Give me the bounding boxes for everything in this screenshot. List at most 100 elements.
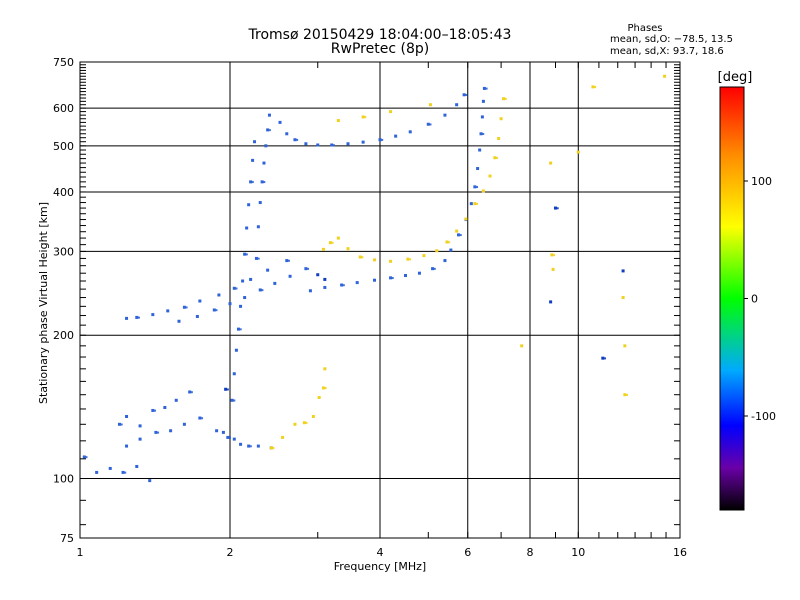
data-point <box>551 267 555 271</box>
x-tick-label: 2 <box>227 546 234 559</box>
data-point <box>243 296 247 300</box>
data-point <box>232 437 236 441</box>
colorbar-label: [deg] <box>718 70 753 85</box>
data-point <box>323 285 327 289</box>
data-point <box>232 372 236 376</box>
data-point <box>245 253 248 256</box>
data-point <box>195 314 199 318</box>
data-point <box>82 455 86 459</box>
data-point <box>324 387 327 390</box>
data-point <box>182 305 186 309</box>
data-point <box>464 217 468 221</box>
data-point <box>263 181 266 184</box>
y-tick-label: 75 <box>60 532 74 545</box>
data-point <box>604 357 607 360</box>
data-point <box>260 180 264 184</box>
data-point <box>358 255 362 259</box>
data-point <box>137 316 140 319</box>
data-point <box>148 479 152 483</box>
data-point <box>445 240 449 244</box>
data-point <box>553 206 557 210</box>
data-point <box>163 406 167 410</box>
data-point <box>336 236 340 240</box>
y-tick-label: 600 <box>53 102 74 115</box>
data-point <box>462 93 466 97</box>
data-point <box>389 259 393 263</box>
data-point <box>428 103 432 107</box>
data-point <box>190 391 193 394</box>
data-point <box>201 417 204 420</box>
data-point <box>621 269 625 273</box>
data-point <box>553 254 556 257</box>
data-point <box>226 388 229 391</box>
x-tick-label: 4 <box>377 546 384 559</box>
data-point <box>154 409 157 412</box>
data-point <box>478 148 482 152</box>
data-point <box>355 281 359 285</box>
data-point <box>364 116 367 119</box>
data-point <box>157 431 160 434</box>
data-point <box>253 140 257 144</box>
colorbar-tick-label: -100 <box>751 410 776 423</box>
data-point <box>378 138 382 142</box>
data-point <box>443 259 447 263</box>
data-point <box>549 300 553 304</box>
tick-layer <box>79 61 681 538</box>
data-point <box>251 181 254 184</box>
data-point <box>228 302 232 306</box>
data-point <box>269 446 273 450</box>
data-point <box>550 253 554 257</box>
data-point <box>316 143 320 147</box>
data-point <box>198 299 202 303</box>
data-point <box>239 442 243 446</box>
x-tick-label: 16 <box>673 546 687 559</box>
data-point <box>268 129 271 132</box>
data-point <box>266 268 270 272</box>
data-point <box>626 393 629 396</box>
data-point <box>245 226 249 230</box>
data-point <box>235 287 238 290</box>
data-point <box>264 144 268 148</box>
data-point <box>236 327 240 331</box>
data-point <box>469 202 473 206</box>
data-point <box>287 259 290 262</box>
data-point <box>316 273 320 277</box>
data-point <box>233 399 236 402</box>
data-point <box>340 283 344 287</box>
grid-layer <box>80 62 680 538</box>
data-point <box>135 464 139 468</box>
data-point <box>457 233 461 237</box>
data-point <box>373 258 377 262</box>
data-point <box>473 185 477 189</box>
data-point <box>502 97 506 101</box>
data-point <box>443 113 447 117</box>
data-point <box>221 430 225 434</box>
data-point <box>307 267 310 270</box>
data-point <box>389 276 393 280</box>
data-point <box>496 156 499 159</box>
data-point <box>117 422 121 426</box>
data-point <box>125 316 129 320</box>
data-point <box>262 161 266 165</box>
data-point <box>330 143 334 147</box>
colorbar-tick-label: 0 <box>751 293 758 306</box>
data-point <box>85 456 88 459</box>
data-point <box>426 122 430 126</box>
x-tick-label: 1 <box>77 546 84 559</box>
data-point <box>504 97 507 100</box>
data-point <box>272 447 275 450</box>
data-point <box>409 258 412 261</box>
data-point <box>476 186 479 189</box>
data-point <box>623 393 627 397</box>
data-point <box>296 138 299 141</box>
data-point <box>138 437 142 441</box>
data-point <box>465 93 468 96</box>
data-point <box>476 167 480 171</box>
data-point <box>251 158 255 162</box>
x-tick-label: 6 <box>464 546 471 559</box>
data-point <box>520 344 524 348</box>
data-point <box>226 435 230 439</box>
data-point <box>485 87 488 90</box>
